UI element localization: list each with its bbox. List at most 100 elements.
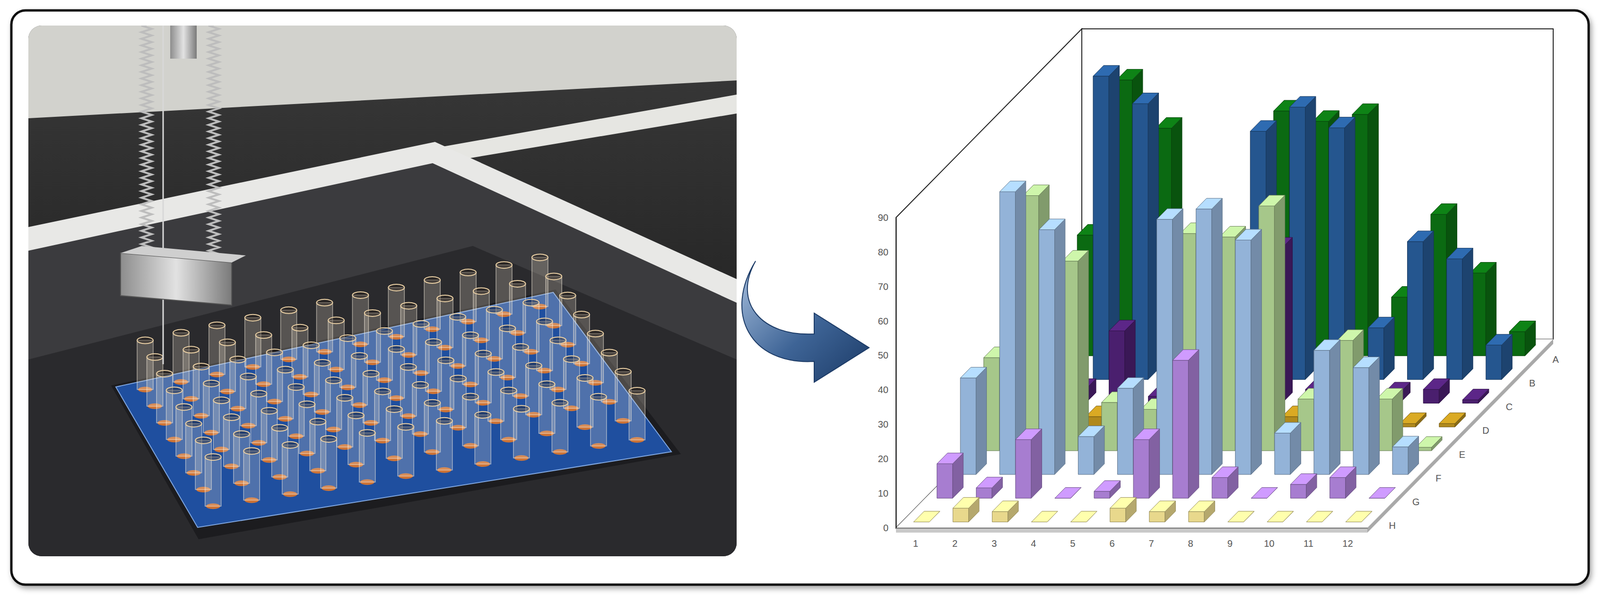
tube-body	[282, 444, 299, 495]
bar-top	[1313, 110, 1340, 122]
tube-rim	[462, 393, 479, 400]
y-tick: 10	[878, 487, 896, 499]
y-tick: 60	[878, 315, 896, 327]
depth-label: C	[1505, 401, 1513, 412]
tube-rim	[473, 287, 490, 295]
tube-rim	[400, 363, 417, 371]
tube	[205, 453, 222, 509]
bar	[1149, 500, 1176, 522]
tube-rim	[359, 429, 376, 436]
bar-top	[960, 366, 987, 378]
bar	[1423, 378, 1450, 404]
tube-rim	[243, 447, 260, 454]
bar-front	[1462, 399, 1479, 403]
tube-rim	[551, 399, 568, 407]
bar-top	[1196, 198, 1223, 209]
tube-rim	[376, 327, 393, 335]
bar	[1038, 218, 1065, 475]
bar-top	[1156, 208, 1183, 220]
tube-rim	[255, 331, 272, 339]
tube-rim	[509, 280, 526, 287]
x-tick: 3	[991, 527, 997, 549]
bar-top	[1109, 320, 1136, 331]
tube-rim	[147, 353, 164, 361]
x-tick-label: 12	[1342, 538, 1353, 549]
tube-body	[590, 396, 607, 446]
tube-rim	[203, 380, 220, 387]
bar-side	[1368, 356, 1380, 475]
tube-rim	[364, 309, 381, 317]
bar-top	[1290, 473, 1317, 485]
bar	[1345, 511, 1372, 522]
bar-top	[1337, 329, 1364, 341]
x-tick: 12	[1342, 527, 1353, 549]
bar	[1251, 487, 1278, 499]
photo-background	[28, 25, 737, 557]
tube-body	[551, 402, 568, 453]
spring	[141, 25, 152, 258]
tube-rim	[347, 411, 365, 419]
bar-top	[1250, 120, 1277, 132]
y-tick-label: 0	[883, 522, 889, 533]
bar-top	[1313, 339, 1340, 351]
tube-rim	[137, 337, 154, 344]
tube-rim	[545, 272, 562, 280]
bar	[960, 366, 987, 475]
tube-rim	[260, 407, 278, 414]
bar	[1274, 422, 1301, 475]
y-tick-label: 90	[878, 212, 889, 223]
tube-rim	[363, 370, 380, 377]
bar-top	[1274, 422, 1301, 434]
tube-rim	[316, 299, 333, 306]
tube-rim	[185, 420, 202, 427]
bar	[1070, 511, 1097, 522]
tube-rim	[266, 348, 283, 356]
machine-top	[28, 25, 737, 119]
bar-side	[1423, 230, 1434, 380]
tube-rim	[475, 350, 492, 357]
tube-rim	[352, 291, 369, 299]
bar-top	[1227, 511, 1254, 522]
tube	[282, 441, 299, 497]
tube-rim	[397, 423, 414, 430]
depth-axis: ABCDEFGH	[1388, 354, 1559, 531]
y-tick-label: 80	[878, 246, 889, 258]
bar	[1353, 356, 1380, 475]
bar	[1235, 229, 1262, 475]
tube-rim	[336, 394, 353, 401]
bar	[1110, 497, 1137, 522]
canvas: 0102030405060708090123456789101112ABCDEF…	[0, 0, 1600, 596]
tube-rim	[277, 366, 294, 374]
bar	[1313, 339, 1340, 475]
bar-front	[1235, 239, 1252, 475]
bar-top	[1078, 425, 1105, 437]
spring	[208, 25, 219, 264]
bar-top	[1155, 117, 1182, 129]
bar-top	[1031, 511, 1058, 522]
tube-body	[474, 414, 491, 464]
tube	[436, 417, 453, 473]
bar-front	[1211, 477, 1228, 499]
bar-front	[1446, 258, 1463, 380]
tube-rim	[495, 261, 513, 269]
x-tick-label: 11	[1303, 538, 1314, 549]
chart: 0102030405060708090123456789101112ABCDEF…	[878, 28, 1560, 549]
bar	[1227, 511, 1254, 522]
bar-front	[1439, 423, 1455, 427]
bar-top	[1258, 195, 1285, 207]
bar	[999, 181, 1026, 475]
bar-side	[1305, 96, 1316, 380]
bar-top	[1423, 378, 1450, 390]
bar-side	[1188, 349, 1199, 498]
bar	[1416, 436, 1443, 451]
bar-front	[1423, 389, 1439, 403]
y-tick-label: 60	[878, 315, 889, 327]
tube-rim	[450, 374, 467, 382]
bar	[937, 452, 964, 498]
x-tick: 6	[1109, 527, 1115, 549]
bar-top	[1446, 248, 1473, 260]
bar	[1509, 321, 1536, 357]
y-tick-label: 40	[878, 384, 889, 395]
bar	[1306, 511, 1333, 522]
tube-rim	[539, 380, 556, 388]
